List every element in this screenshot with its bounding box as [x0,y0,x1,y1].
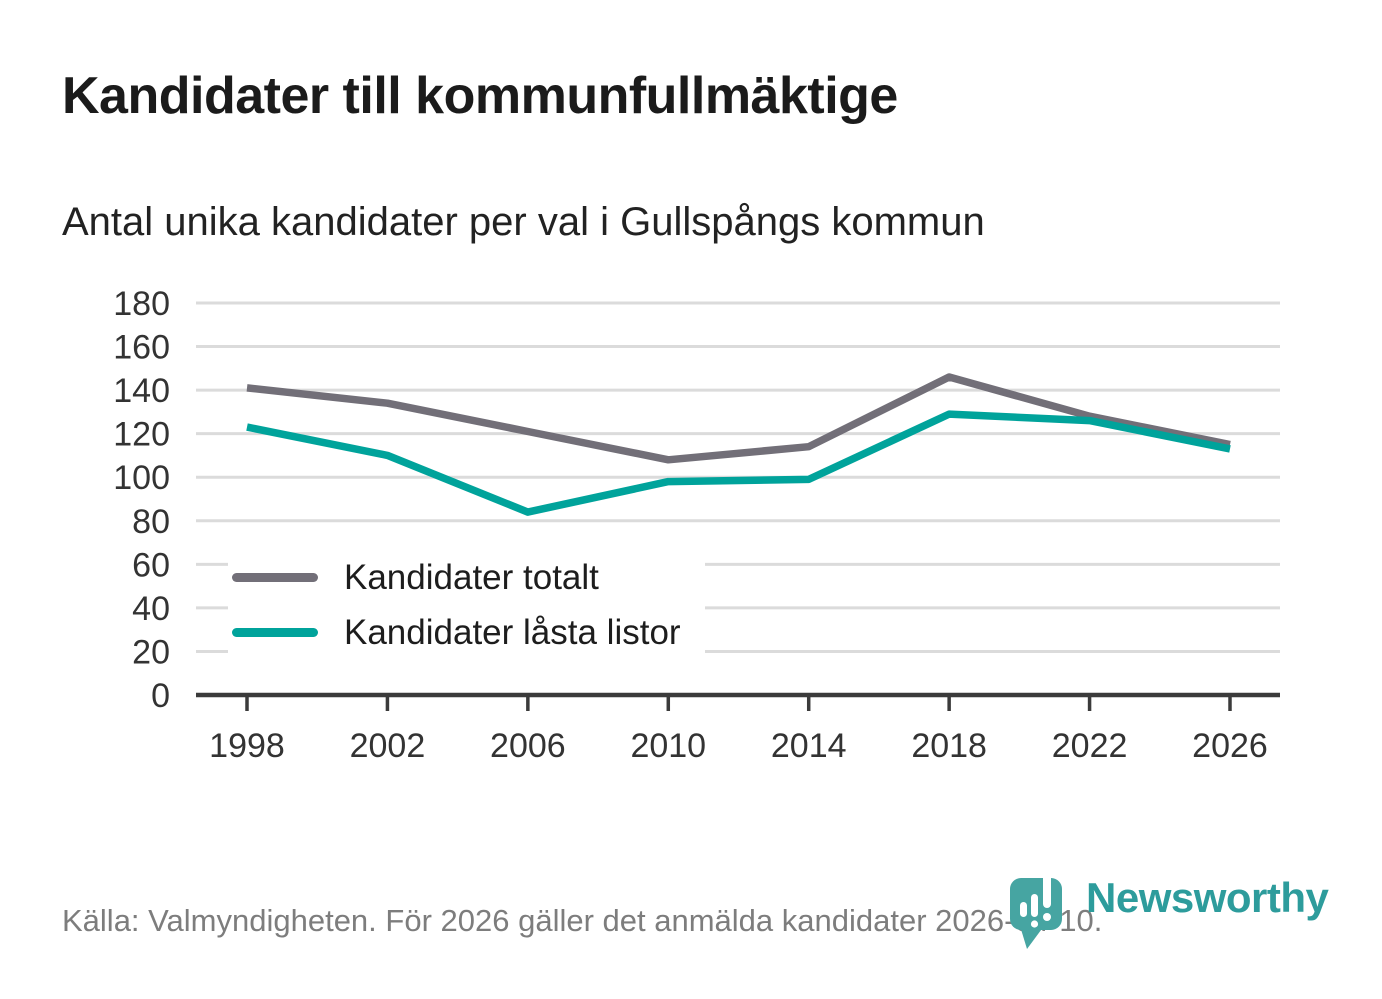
y-axis-label: 0 [151,677,170,715]
chart-subtitle: Antal unika kandidater per val i Gullspå… [62,200,985,244]
legend-item: Kandidater totalt [232,550,681,605]
y-axis-label: 160 [113,329,170,367]
bar-exclaim [1043,872,1051,908]
chart-title: Kandidater till kommunfullmäktige [62,67,898,125]
legend-item: Kandidater låsta listor [232,605,681,660]
x-axis-label: 2002 [350,727,426,765]
newsworthy-chart-bubble-icon [1010,872,1062,949]
y-axis-label: 40 [132,590,170,628]
x-axis-label: 2014 [771,727,847,765]
legend-swatch [232,573,318,582]
newsworthy-wordmark: Newsworthy [1086,874,1329,921]
bar-small [1020,902,1027,917]
x-axis-label: 2010 [630,727,706,765]
legend-label: Kandidater totalt [344,557,599,597]
y-axis-label: 120 [113,416,170,454]
y-axis-label: 60 [132,546,170,584]
legend-swatch [232,628,318,637]
dot [1043,913,1051,921]
source-note: Källa: Valmyndigheten. För 2026 gäller d… [62,903,1103,938]
y-axis-label: 20 [132,633,170,671]
y-axis-label: 180 [113,285,170,323]
x-axis-label: 2026 [1192,727,1268,765]
series-line-kandidater-totalt [246,373,1231,464]
chart-legend: Kandidater totalt Kandidater låsta listor [228,546,705,666]
x-axis-label: 2022 [1052,727,1128,765]
x-axis-label: 1998 [209,727,285,765]
bar-medium [1031,894,1038,917]
legend-label: Kandidater låsta listor [344,612,681,652]
y-axis-label: 140 [113,372,170,410]
x-axis-label: 2018 [911,727,987,765]
dot [1030,920,1039,928]
series-line-kandidater-l-sta-listor [246,410,1231,516]
newsworthy-logo: Newsworthy [1008,872,1329,950]
y-axis-label: 80 [132,503,170,541]
y-axis-label: 100 [113,459,170,497]
x-axis-label: 2006 [490,727,566,765]
